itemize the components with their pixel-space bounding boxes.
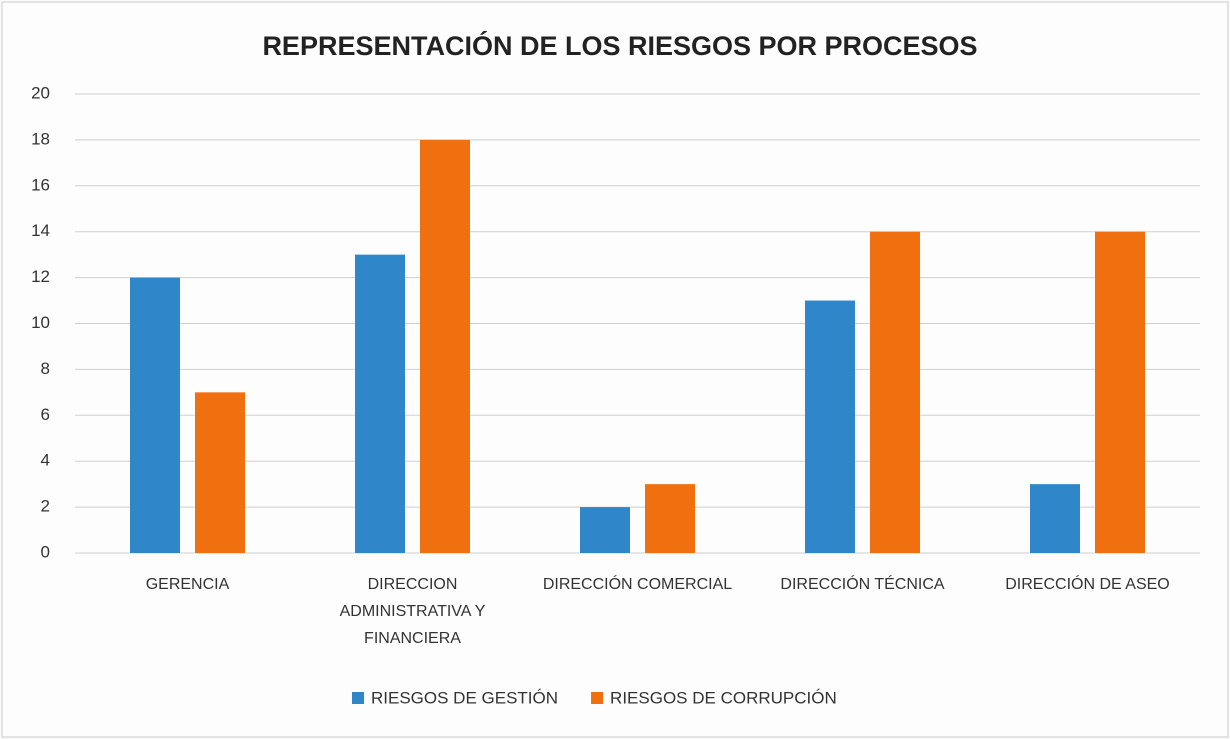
bar [805, 300, 855, 553]
y-tick-label: 4 [41, 451, 50, 470]
chart-title: REPRESENTACIÓN DE LOS RIESGOS POR PROCES… [262, 30, 977, 61]
y-tick-label: 12 [31, 267, 50, 286]
bar [870, 231, 920, 553]
y-tick-label: 8 [41, 359, 50, 378]
y-tick-label: 10 [31, 313, 50, 332]
bar [420, 139, 470, 553]
legend-label: RIESGOS DE CORRUPCIÓN [610, 688, 837, 707]
x-tick-label: DIRECCION ADMINISTRATIVA Y FINANCIERA [339, 576, 486, 647]
bar [580, 507, 630, 553]
x-tick-label: GERENCIA [145, 576, 230, 593]
y-tick-label: 2 [41, 497, 50, 516]
y-tick-label: 0 [41, 542, 50, 561]
bar [1030, 484, 1080, 553]
y-tick-label: 16 [31, 175, 50, 194]
bar [355, 254, 405, 553]
legend-label: RIESGOS DE GESTIÓN [371, 688, 558, 707]
x-tick-label: DIRECCIÓN COMERCIAL [542, 576, 733, 593]
legend-swatch [591, 692, 604, 704]
bar [645, 484, 695, 553]
y-tick-label: 14 [31, 221, 50, 240]
y-tick-label: 18 [31, 129, 50, 148]
y-tick-label: 20 [31, 83, 50, 102]
y-tick-label: 6 [41, 405, 50, 424]
bar [130, 277, 180, 553]
x-tick-label: DIRECCIÓN DE ASEO [1005, 576, 1170, 593]
bar [1095, 231, 1145, 553]
x-tick-label: DIRECCIÓN TÉCNICA [780, 576, 945, 593]
bar [195, 392, 245, 553]
legend-swatch [352, 692, 364, 704]
